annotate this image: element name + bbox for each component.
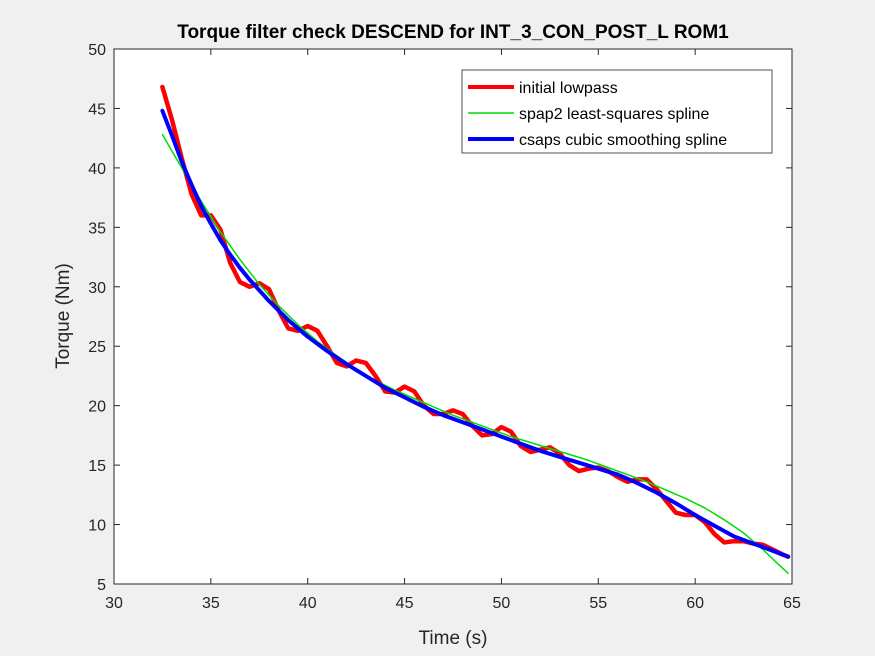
y-axis-label: Torque (Nm) (53, 263, 74, 369)
x-tick-label: 35 (202, 595, 220, 612)
x-axis-label: Time (s) (419, 628, 488, 649)
axes-box (113, 48, 793, 585)
y-tick-label: 35 (88, 220, 106, 237)
x-tick-label: 55 (589, 595, 607, 612)
series-line-spap2 (161, 133, 789, 575)
series-layer (160, 84, 791, 575)
chart-title: Torque filter check DESCEND for INT_3_CO… (177, 22, 729, 43)
x-tick-label: 45 (396, 595, 414, 612)
series-line-initial-lowpass (160, 84, 791, 559)
y-tick-label: 10 (88, 518, 106, 535)
x-tick-label: 65 (783, 595, 801, 612)
y-tick-label: 5 (97, 577, 106, 594)
y-tick-label: 30 (88, 280, 106, 297)
y-tick-label: 40 (88, 161, 106, 178)
ticks-layer: 30 35 40 45 50 55 60 65 5 10 15 20 25 30 35 40 45 50 (88, 42, 801, 612)
x-tick-label: 30 (105, 595, 123, 612)
x-tick-label: 40 (299, 595, 317, 612)
y-tick-label: 25 (88, 339, 106, 356)
y-tick-label: 15 (88, 458, 106, 475)
y-tick-label: 20 (88, 399, 106, 416)
x-tick-label: 60 (686, 595, 704, 612)
legend[interactable]: initial lowpass spap2 least-squares spli… (461, 69, 773, 154)
y-tick-label: 45 (88, 101, 106, 118)
series-line-csaps (160, 108, 791, 559)
x-tick-label: 50 (493, 595, 511, 612)
legend-label-spap2: spap2 least-squares spline (519, 106, 709, 123)
legend-label-initial-lowpass: initial lowpass (519, 80, 618, 97)
y-tick-label: 50 (88, 42, 106, 59)
legend-label-csaps: csaps cubic smoothing spline (519, 132, 727, 149)
